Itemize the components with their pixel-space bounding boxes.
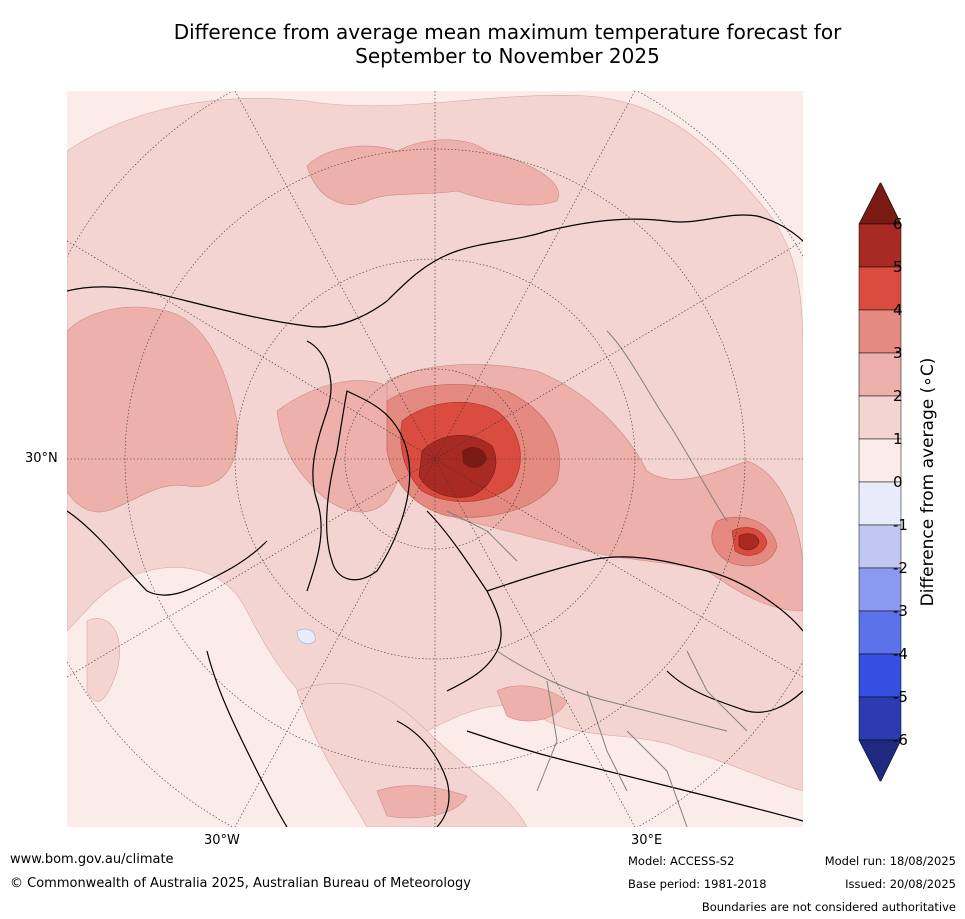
longitude-label-30e: 30°E [631,833,663,848]
anomaly-region-1-2-south [296,682,528,827]
boundaries-disclaimer: Boundaries are not considered authoritat… [701,900,956,914]
colorbar-tick: -5 [893,688,908,706]
website-link[interactable]: www.bom.gov.au/climate [10,852,174,867]
anomaly-region-minus1-0 [296,628,316,644]
longitude-label-30w: 30°W [204,833,240,848]
colorbar [858,182,902,782]
anomaly-region-above-6 [462,446,487,468]
colorbar-tick: -6 [893,731,908,749]
colorbar-extend-bottom [858,739,902,782]
model-info: Model: ACCESS-S2 [628,854,735,868]
colorbar-bin-m2-m1 [858,524,902,569]
model-run-date: Model run: 18/08/2025 [824,854,956,868]
colorbar-tick: 3 [893,344,903,362]
country-boundaries [446,330,748,827]
colorbar-bin-4-5 [858,266,902,311]
anomaly-region-5-6-east-asia [738,533,760,551]
colorbar-tick: -3 [893,602,908,620]
colorbar-tick: 6 [893,215,903,233]
colorbar-bin-m3-m2 [858,567,902,612]
colorbar-tick: -2 [893,559,908,577]
colorbar-bin-1-2 [858,395,902,440]
title-line-1: Difference from average mean maximum tem… [173,20,842,44]
colorbar-bin-3-4 [858,309,902,354]
colorbar-bin-0-1 [858,438,902,483]
colorbar-bin-m4-m3 [858,610,902,655]
map-title: Difference from average mean maximum tem… [0,20,965,68]
colorbar-title-text: Difference from average (∘C) [918,357,938,607]
colorbar-tick: -4 [893,645,908,663]
anomaly-region-2-3-arctic-sea [306,139,559,206]
base-period: Base period: 1981-2018 [628,877,767,891]
temperature-anomaly-map [67,91,803,827]
colorbar-tick: 5 [893,258,903,276]
copyright-notice: © Commonwealth of Australia 2025, Austra… [10,876,471,891]
title-line-2: September to November 2025 [355,44,660,68]
anomaly-region-2-3-mediterranean [376,785,468,819]
latitude-label: 30°N [25,451,58,466]
colorbar-tick: -1 [893,516,908,534]
colorbar-bin-2-3 [858,352,902,397]
colorbar-bin-m1-0 [858,481,902,526]
colorbar-tick: 0 [893,473,903,491]
anomaly-region-2-3-north-america [67,306,238,513]
graticule [67,91,803,827]
anomaly-region-1-2-sw [86,618,120,702]
colorbar-bin-5-6 [858,223,902,268]
colorbar-tick: 4 [893,301,903,319]
colorbar-tick: 1 [893,430,903,448]
issued-date: Issued: 20/08/2025 [845,877,956,891]
coastlines [67,214,803,827]
anomaly-region-2-3-greenland [276,380,409,513]
colorbar-tick: 2 [893,387,903,405]
